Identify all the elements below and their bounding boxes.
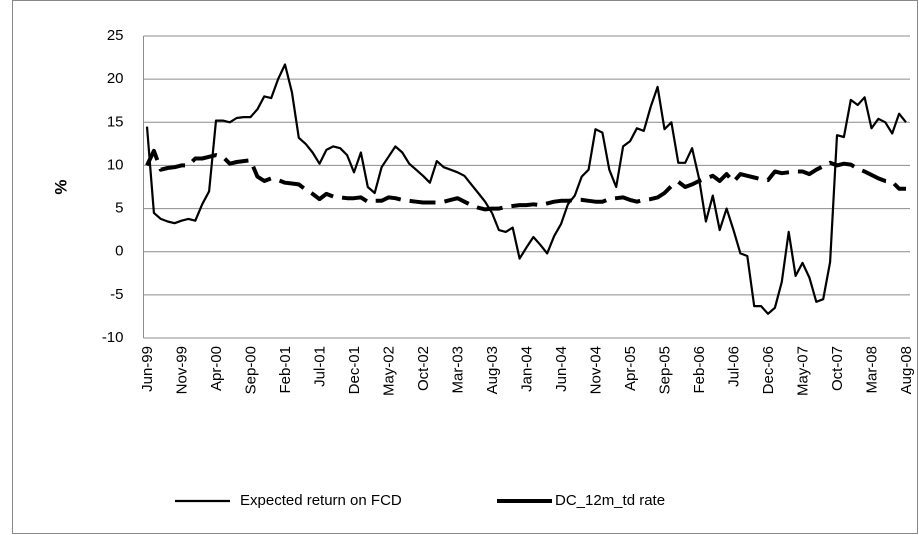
x-tick-label: May-02 xyxy=(381,346,398,396)
x-tick-label: Feb-01 xyxy=(277,346,294,394)
x-tick-label: Jun-99 xyxy=(139,346,156,392)
legend-label: DC_12m_td rate xyxy=(555,492,665,509)
x-tick-label: Aug-03 xyxy=(484,346,501,394)
data-line xyxy=(145,148,906,212)
chart-frame xyxy=(12,0,918,534)
y-tick-label: -10 xyxy=(102,329,124,346)
x-tick-label: Feb-06 xyxy=(691,346,708,394)
y-tick-label: 10 xyxy=(107,156,124,173)
y-tick-label: 0 xyxy=(115,243,123,260)
x-tick-label: Jul-01 xyxy=(312,346,329,387)
x-tick-label: Oct-07 xyxy=(829,346,846,391)
x-tick-label: Jul-06 xyxy=(726,346,743,387)
x-tick-label: Sep-00 xyxy=(243,346,260,394)
x-tick-label: Jan-04 xyxy=(519,346,536,392)
data-line xyxy=(145,63,907,315)
x-tick-label: Mar-08 xyxy=(864,346,881,394)
x-tick-label: Aug-08 xyxy=(898,346,915,394)
y-tick-label: 5 xyxy=(115,200,123,217)
y-tick-label: 25 xyxy=(107,27,124,44)
x-tick-label: Apr-00 xyxy=(208,346,225,391)
x-tick-label: Nov-04 xyxy=(588,346,605,394)
y-axis-label: % xyxy=(51,179,70,194)
x-tick-label: Apr-05 xyxy=(622,346,639,391)
x-tick-label: Nov-99 xyxy=(174,346,191,394)
legend-label: Expected return on FCD xyxy=(240,492,402,509)
y-tick-label: 20 xyxy=(107,70,124,87)
x-tick-label: May-07 xyxy=(795,346,812,396)
x-tick-label: Dec-06 xyxy=(760,346,777,394)
x-tick-label: Dec-01 xyxy=(346,346,363,394)
x-tick-label: Mar-03 xyxy=(450,346,467,394)
x-tick-label: Oct-02 xyxy=(415,346,432,391)
x-tick-label: Sep-05 xyxy=(657,346,674,394)
y-tick-label: -5 xyxy=(110,286,123,303)
y-tick-label: 15 xyxy=(107,113,124,130)
x-tick-label: Jun-04 xyxy=(553,346,570,392)
